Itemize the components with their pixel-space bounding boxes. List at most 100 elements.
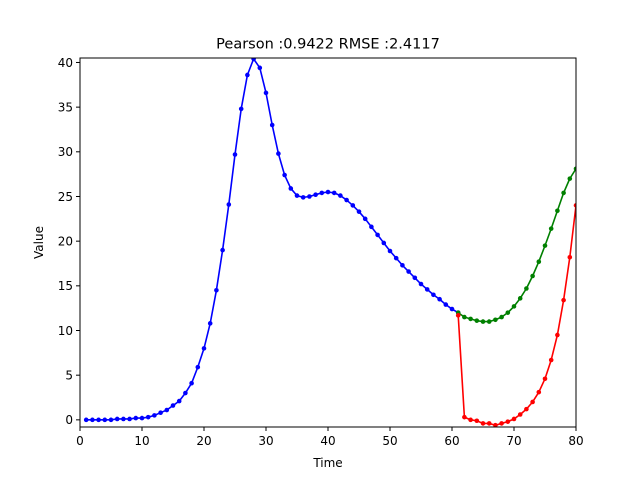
series-0-point	[201, 346, 207, 351]
series-0-point	[362, 216, 368, 222]
series-0-point	[307, 194, 312, 199]
series-0-point	[170, 403, 176, 408]
series-2-line	[457, 205, 576, 427]
series-0-point	[232, 152, 238, 157]
series-1-point	[493, 317, 498, 323]
series-0-point	[251, 58, 256, 62]
series-1-line	[457, 168, 576, 323]
x-tick-label: 80	[568, 434, 583, 448]
series-0-point	[145, 414, 151, 420]
x-tick-label: 30	[258, 434, 273, 448]
series-0-point	[338, 193, 343, 198]
series-0-point	[83, 417, 89, 423]
series-0-point	[214, 288, 219, 293]
series-1-point	[561, 190, 566, 196]
x-tick-label: 50	[382, 434, 397, 448]
series-0-point	[133, 415, 139, 421]
series-0-point	[108, 417, 114, 423]
series-1-point	[548, 226, 554, 231]
series-0-point	[189, 380, 194, 386]
series-1-point	[536, 259, 542, 265]
series-0-point	[437, 296, 442, 302]
series-2-point	[505, 419, 511, 424]
series-0-point	[238, 106, 244, 112]
series-1-point	[517, 296, 523, 301]
series-2-point	[511, 416, 517, 422]
y-tick-label: 20	[58, 234, 73, 248]
series-2-point	[567, 254, 573, 260]
series-2-point	[573, 203, 576, 208]
series-2-point	[524, 406, 529, 412]
series-2-point	[462, 414, 467, 420]
series-0-point	[313, 192, 318, 197]
series-2-point	[455, 313, 461, 318]
series-0-point	[331, 190, 337, 196]
series-0-point	[400, 262, 405, 268]
series-2-point	[486, 421, 492, 426]
y-tick-label: 25	[58, 190, 73, 204]
y-axis-title: Value	[32, 226, 46, 259]
y-tick-label: 15	[58, 279, 73, 293]
series-1-point	[462, 314, 467, 320]
series-0-point	[418, 281, 424, 287]
series-0-point	[387, 248, 393, 254]
series-0-point	[263, 90, 269, 96]
x-tick-label: 60	[444, 434, 459, 448]
series-1-point	[505, 310, 511, 315]
series-0-point	[276, 151, 281, 156]
series-0-point	[300, 195, 306, 200]
series-0-point	[195, 364, 201, 370]
series-0-point	[245, 72, 250, 78]
series-2-point	[530, 399, 535, 405]
series-0-point	[443, 302, 449, 307]
series-1-point	[511, 304, 517, 309]
series-2-point	[499, 421, 504, 426]
series-0-point	[375, 232, 380, 238]
series-0-point	[449, 306, 455, 312]
series-0-point	[412, 275, 418, 281]
y-tick-label: 10	[58, 324, 73, 338]
series-1-point	[567, 176, 573, 181]
series-0-point	[158, 410, 163, 416]
series-2-point	[555, 332, 560, 338]
series-0-point	[393, 255, 399, 261]
series-0-point	[121, 416, 126, 422]
series-0-point	[176, 398, 182, 404]
series-1-point	[486, 319, 492, 324]
series-0-point	[127, 416, 132, 422]
series-0-point	[114, 416, 120, 422]
plot-frame	[79, 57, 577, 428]
series-2-point	[517, 412, 523, 417]
x-axis-title: Time	[312, 456, 342, 470]
series-1-point	[530, 273, 535, 279]
series-2-point	[542, 376, 548, 382]
series-2-point	[536, 389, 542, 395]
series-0-point	[381, 240, 387, 246]
series-0-point	[424, 287, 430, 292]
series-2-point	[548, 357, 554, 363]
x-tick-label: 70	[506, 434, 521, 448]
series-1-point	[573, 166, 576, 172]
series-0-point	[406, 269, 411, 274]
series-0-point	[369, 224, 374, 230]
series-0-point	[183, 390, 188, 396]
series-0-point	[356, 209, 362, 214]
series-2-point	[468, 417, 473, 423]
series-0-point	[90, 417, 95, 423]
series-0-point	[319, 190, 325, 196]
series-1-point	[480, 319, 486, 324]
series-0-point	[325, 189, 331, 195]
series-0-point	[226, 202, 232, 207]
x-tick-label: 40	[320, 434, 335, 448]
chart-title: Pearson :0.9422 RMSE :2.4117	[216, 37, 440, 53]
series-0-point	[431, 292, 436, 298]
series-0-point	[102, 417, 108, 423]
series-0-point	[294, 193, 300, 198]
y-tick-label: 0	[65, 413, 73, 427]
series-1-point	[474, 318, 480, 323]
series-0-point	[207, 321, 213, 326]
series-2-point	[493, 422, 498, 427]
series-0-point	[350, 203, 356, 208]
series-1-point	[542, 243, 548, 248]
